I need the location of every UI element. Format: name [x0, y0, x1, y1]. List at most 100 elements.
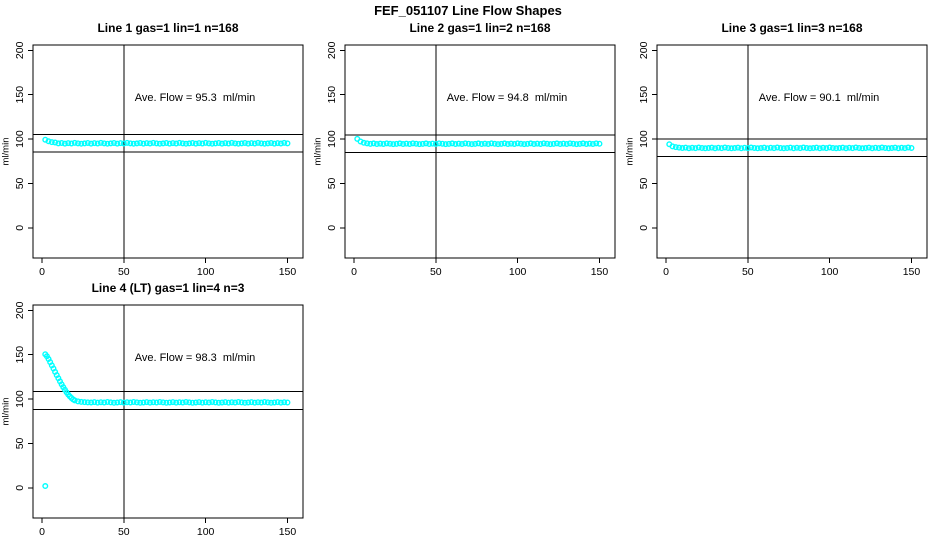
data-point	[150, 139, 157, 146]
data-point	[859, 145, 866, 152]
data-point	[140, 399, 147, 406]
data-point	[816, 145, 823, 152]
data-point	[169, 399, 176, 406]
data-point	[689, 144, 696, 151]
data-point	[589, 140, 596, 147]
data-point	[71, 397, 78, 404]
data-point	[71, 139, 78, 146]
data-point	[48, 139, 55, 146]
data-point	[114, 399, 121, 406]
data-point	[540, 140, 547, 147]
data-point	[94, 140, 101, 147]
data-point	[879, 144, 886, 151]
data-point	[892, 144, 899, 151]
data-point	[823, 145, 830, 152]
data-point	[820, 144, 827, 151]
data-point	[245, 140, 252, 147]
y-tick-label: 100	[14, 130, 26, 148]
data-point	[117, 140, 124, 147]
data-point	[560, 140, 567, 147]
data-point	[465, 140, 472, 147]
data-point	[852, 144, 859, 151]
data-point	[862, 145, 869, 152]
data-point	[360, 139, 367, 146]
data-point	[277, 399, 284, 406]
data-point	[485, 140, 492, 147]
data-point	[81, 399, 88, 406]
x-tick-label: 50	[118, 526, 130, 538]
data-point	[833, 145, 840, 152]
figure-title: FEF_051107 Line Flow Shapes	[374, 3, 562, 18]
x-tick-label: 0	[39, 526, 45, 538]
data-point	[153, 399, 160, 406]
data-point	[872, 144, 879, 151]
data-point	[731, 145, 738, 152]
x-tick-label: 100	[821, 266, 839, 278]
data-point	[846, 144, 853, 151]
y-tick-label: 100	[14, 390, 26, 408]
data-point	[91, 140, 98, 147]
data-point	[761, 144, 768, 151]
x-tick-label: 50	[118, 266, 130, 278]
data-point	[849, 145, 856, 152]
data-point	[400, 141, 407, 148]
data-point	[573, 141, 580, 148]
data-point	[202, 139, 209, 146]
data-point	[383, 140, 390, 147]
panel-title: Line 1 gas=1 lin=1 n=168	[97, 21, 238, 35]
data-point	[784, 145, 791, 152]
data-point	[84, 139, 91, 146]
plot-box	[344, 44, 616, 259]
y-tick-label: 0	[14, 225, 26, 231]
data-point	[377, 140, 384, 147]
data-point	[403, 140, 410, 147]
x-tick-label: 50	[430, 266, 442, 278]
data-point	[228, 399, 235, 406]
x-tick-label: 50	[742, 266, 754, 278]
x-tick-label: 150	[279, 526, 297, 538]
data-point	[702, 145, 709, 152]
data-point	[205, 140, 212, 147]
data-point	[186, 399, 193, 406]
x-tick-label: 0	[351, 266, 357, 278]
data-point	[442, 141, 449, 148]
data-point	[169, 140, 176, 147]
data-point	[254, 139, 261, 146]
y-tick-label: 150	[326, 86, 338, 104]
data-point	[248, 399, 255, 406]
data-point	[127, 399, 134, 406]
data-point	[68, 140, 75, 147]
data-point	[215, 139, 222, 146]
data-point	[524, 140, 531, 147]
data-point	[774, 144, 781, 151]
data-point	[61, 140, 68, 147]
data-point	[74, 140, 81, 147]
data-point	[163, 139, 170, 146]
data-point	[728, 145, 735, 152]
data-point	[813, 144, 820, 151]
data-point	[81, 140, 88, 147]
data-point	[712, 145, 719, 152]
data-point	[284, 140, 291, 147]
data-point	[586, 140, 593, 147]
data-point	[875, 145, 882, 152]
data-point	[725, 144, 732, 151]
data-point	[212, 399, 219, 406]
data-point	[514, 140, 521, 147]
data-point	[268, 139, 275, 146]
data-point	[563, 140, 570, 147]
data-point	[209, 399, 216, 406]
data-point	[232, 140, 239, 147]
data-point	[423, 140, 430, 147]
data-point	[419, 140, 426, 147]
data-point	[91, 399, 98, 406]
data-point	[898, 144, 905, 151]
data-point	[150, 399, 157, 406]
data-point	[238, 399, 245, 406]
data-point	[432, 140, 439, 147]
data-point	[793, 144, 800, 151]
data-point	[790, 145, 797, 152]
data-point	[699, 144, 706, 151]
data-point	[163, 399, 170, 406]
data-point	[146, 399, 153, 406]
